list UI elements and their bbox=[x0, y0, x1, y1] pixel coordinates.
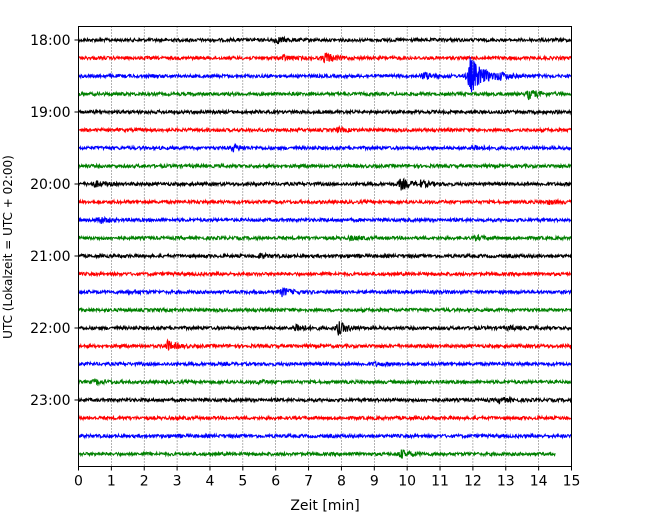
x-tick-label: 5 bbox=[238, 474, 247, 490]
x-axis-title: Zeit [min] bbox=[290, 498, 359, 514]
seismogram-traces bbox=[77, 35, 573, 459]
trace-2300 bbox=[78, 395, 573, 405]
trace-2230 bbox=[78, 360, 573, 368]
trace-1945 bbox=[78, 162, 573, 170]
y-tick-label: 18:00 bbox=[30, 33, 70, 49]
trace-2145 bbox=[77, 306, 573, 314]
x-tick-label: 14 bbox=[530, 474, 548, 490]
x-tick-label: 8 bbox=[337, 474, 346, 490]
x-tick-label: 10 bbox=[398, 474, 416, 490]
y-tick-label: 23:00 bbox=[30, 393, 70, 409]
trace-2100 bbox=[78, 251, 572, 260]
trace-2245 bbox=[78, 378, 573, 387]
trace-1815 bbox=[77, 52, 572, 64]
trace-2315 bbox=[77, 414, 572, 422]
x-tick-label: 12 bbox=[464, 474, 482, 490]
trace-2330 bbox=[78, 432, 572, 440]
grid-lines bbox=[111, 26, 539, 467]
trace-2215 bbox=[78, 338, 573, 351]
x-tick-label: 7 bbox=[304, 474, 313, 490]
trace-2115 bbox=[78, 270, 572, 278]
x-tick-label: 3 bbox=[173, 474, 182, 490]
trace-2200 bbox=[78, 321, 573, 336]
x-tick-label: 13 bbox=[497, 474, 515, 490]
y-axis-ticks: 18:00 19:00 20:00 21:00 22:00 23:00 bbox=[30, 33, 79, 409]
x-tick-label: 6 bbox=[271, 474, 280, 490]
trace-2000 bbox=[78, 177, 572, 191]
y-tick-label: 22:00 bbox=[30, 321, 70, 337]
x-axis-ticks: 0 1 2 3 4 5 6 7 8 9 10 11 12 13 14 15 bbox=[74, 466, 581, 490]
y-tick-label: 20:00 bbox=[30, 177, 70, 193]
x-tick-label: 11 bbox=[431, 474, 449, 490]
x-tick-label: 1 bbox=[107, 474, 116, 490]
trace-1830 bbox=[77, 57, 572, 93]
trace-2045 bbox=[77, 233, 573, 243]
y-tick-label: 19:00 bbox=[30, 105, 70, 121]
trace-1900 bbox=[78, 108, 573, 116]
trace-1800 bbox=[77, 35, 573, 45]
trace-1845 bbox=[77, 90, 573, 101]
trace-1915 bbox=[78, 124, 573, 134]
x-tick-label: 0 bbox=[74, 474, 83, 490]
x-tick-label: 2 bbox=[140, 474, 149, 490]
x-tick-label: 9 bbox=[370, 474, 379, 490]
y-tick-label: 21:00 bbox=[30, 249, 70, 265]
trace-2015 bbox=[78, 198, 573, 206]
trace-2030 bbox=[77, 215, 573, 225]
plot-frame bbox=[78, 26, 572, 467]
x-tick-label: 15 bbox=[563, 474, 581, 490]
trace-1930 bbox=[78, 142, 573, 153]
y-axis-title: UTC (Lokalzeit = UTC + 02:00) bbox=[1, 155, 15, 339]
x-tick-label: 4 bbox=[206, 474, 215, 490]
trace-2345 bbox=[77, 449, 556, 459]
trace-2130 bbox=[78, 286, 573, 298]
